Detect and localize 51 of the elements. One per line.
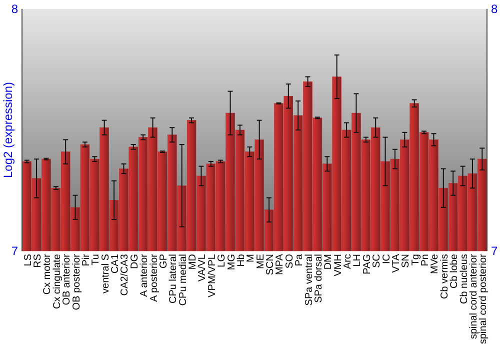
x-tick-label: MG [226, 254, 238, 270]
x-tick-label: LG [216, 254, 228, 268]
x-tick-label: SN [400, 254, 412, 268]
x-tick-label: MVe [430, 254, 441, 274]
x-tick-label: LH [352, 254, 364, 267]
y2-tick-label: 7 [491, 244, 498, 258]
x-tick-label: SCN [265, 254, 276, 276]
y2-tick-label: 8 [491, 2, 498, 16]
x-tick-label: LS [22, 254, 34, 266]
y-axis-title: Log2 (expression) [1, 82, 15, 178]
x-tick-label: Pa [294, 254, 306, 266]
x-tick-label: Arc [342, 254, 354, 269]
x-tick-label: Cb lobe [449, 254, 460, 288]
x-tick-label: Cb nucleus [458, 254, 470, 304]
x-tick-label: Hb [236, 254, 247, 267]
x-tick-label: DM [323, 254, 334, 270]
x-tick-label: Tu [90, 254, 102, 266]
x-tick-label: Pir [80, 253, 92, 266]
x-tick-label: Tg [410, 254, 422, 266]
x-tick-label: CPu lateral [168, 254, 180, 304]
x-tick-label: PAG [362, 254, 373, 274]
x-tick-label: Pn [420, 254, 432, 266]
x-tick-label: A anterior [139, 253, 150, 297]
x-tick-label: spinal cord posterior [478, 253, 490, 344]
x-tick-label: SC [372, 254, 383, 268]
x-tick-label: Cx motor [42, 253, 54, 295]
x-tick-label: DG [129, 254, 140, 269]
x-tick-label: Cx cingulate [52, 254, 63, 310]
x-tick-label: MD [188, 254, 199, 270]
x-tick-label: IC [381, 254, 392, 264]
x-tick-label: CA2/CA3 [120, 254, 131, 296]
x-tick-label: RS [32, 254, 44, 268]
x-tick-label: SPa ventral [304, 254, 315, 306]
x-tick-label: CA1 [110, 254, 122, 274]
x-tick-label: VMH [332, 254, 344, 276]
x-tick-label: CPu medial [178, 254, 189, 306]
x-tick-label: ventral S [100, 254, 112, 294]
x-tick-label: spinal cord anterior [468, 253, 480, 340]
x-tick-label: VPM/VPL [206, 254, 218, 298]
x-tick-label: A posterior [148, 253, 160, 302]
x-tick-label: OB anterior [62, 253, 73, 306]
x-tick-label: Cb vermis [439, 254, 450, 300]
x-tick-label: OB posterior [71, 253, 82, 310]
x-tick-label: VA/VL [197, 254, 208, 282]
x-tick-label: ME [255, 254, 266, 269]
x-tick-label: GP [158, 254, 170, 268]
x-tick-label: VTA [390, 254, 402, 273]
x-tick-label: M [246, 254, 257, 262]
x-tick-label: MPA [274, 254, 286, 275]
x-tick-label: SO [284, 254, 296, 268]
x-tick-label: SPa dorsal [313, 254, 324, 303]
